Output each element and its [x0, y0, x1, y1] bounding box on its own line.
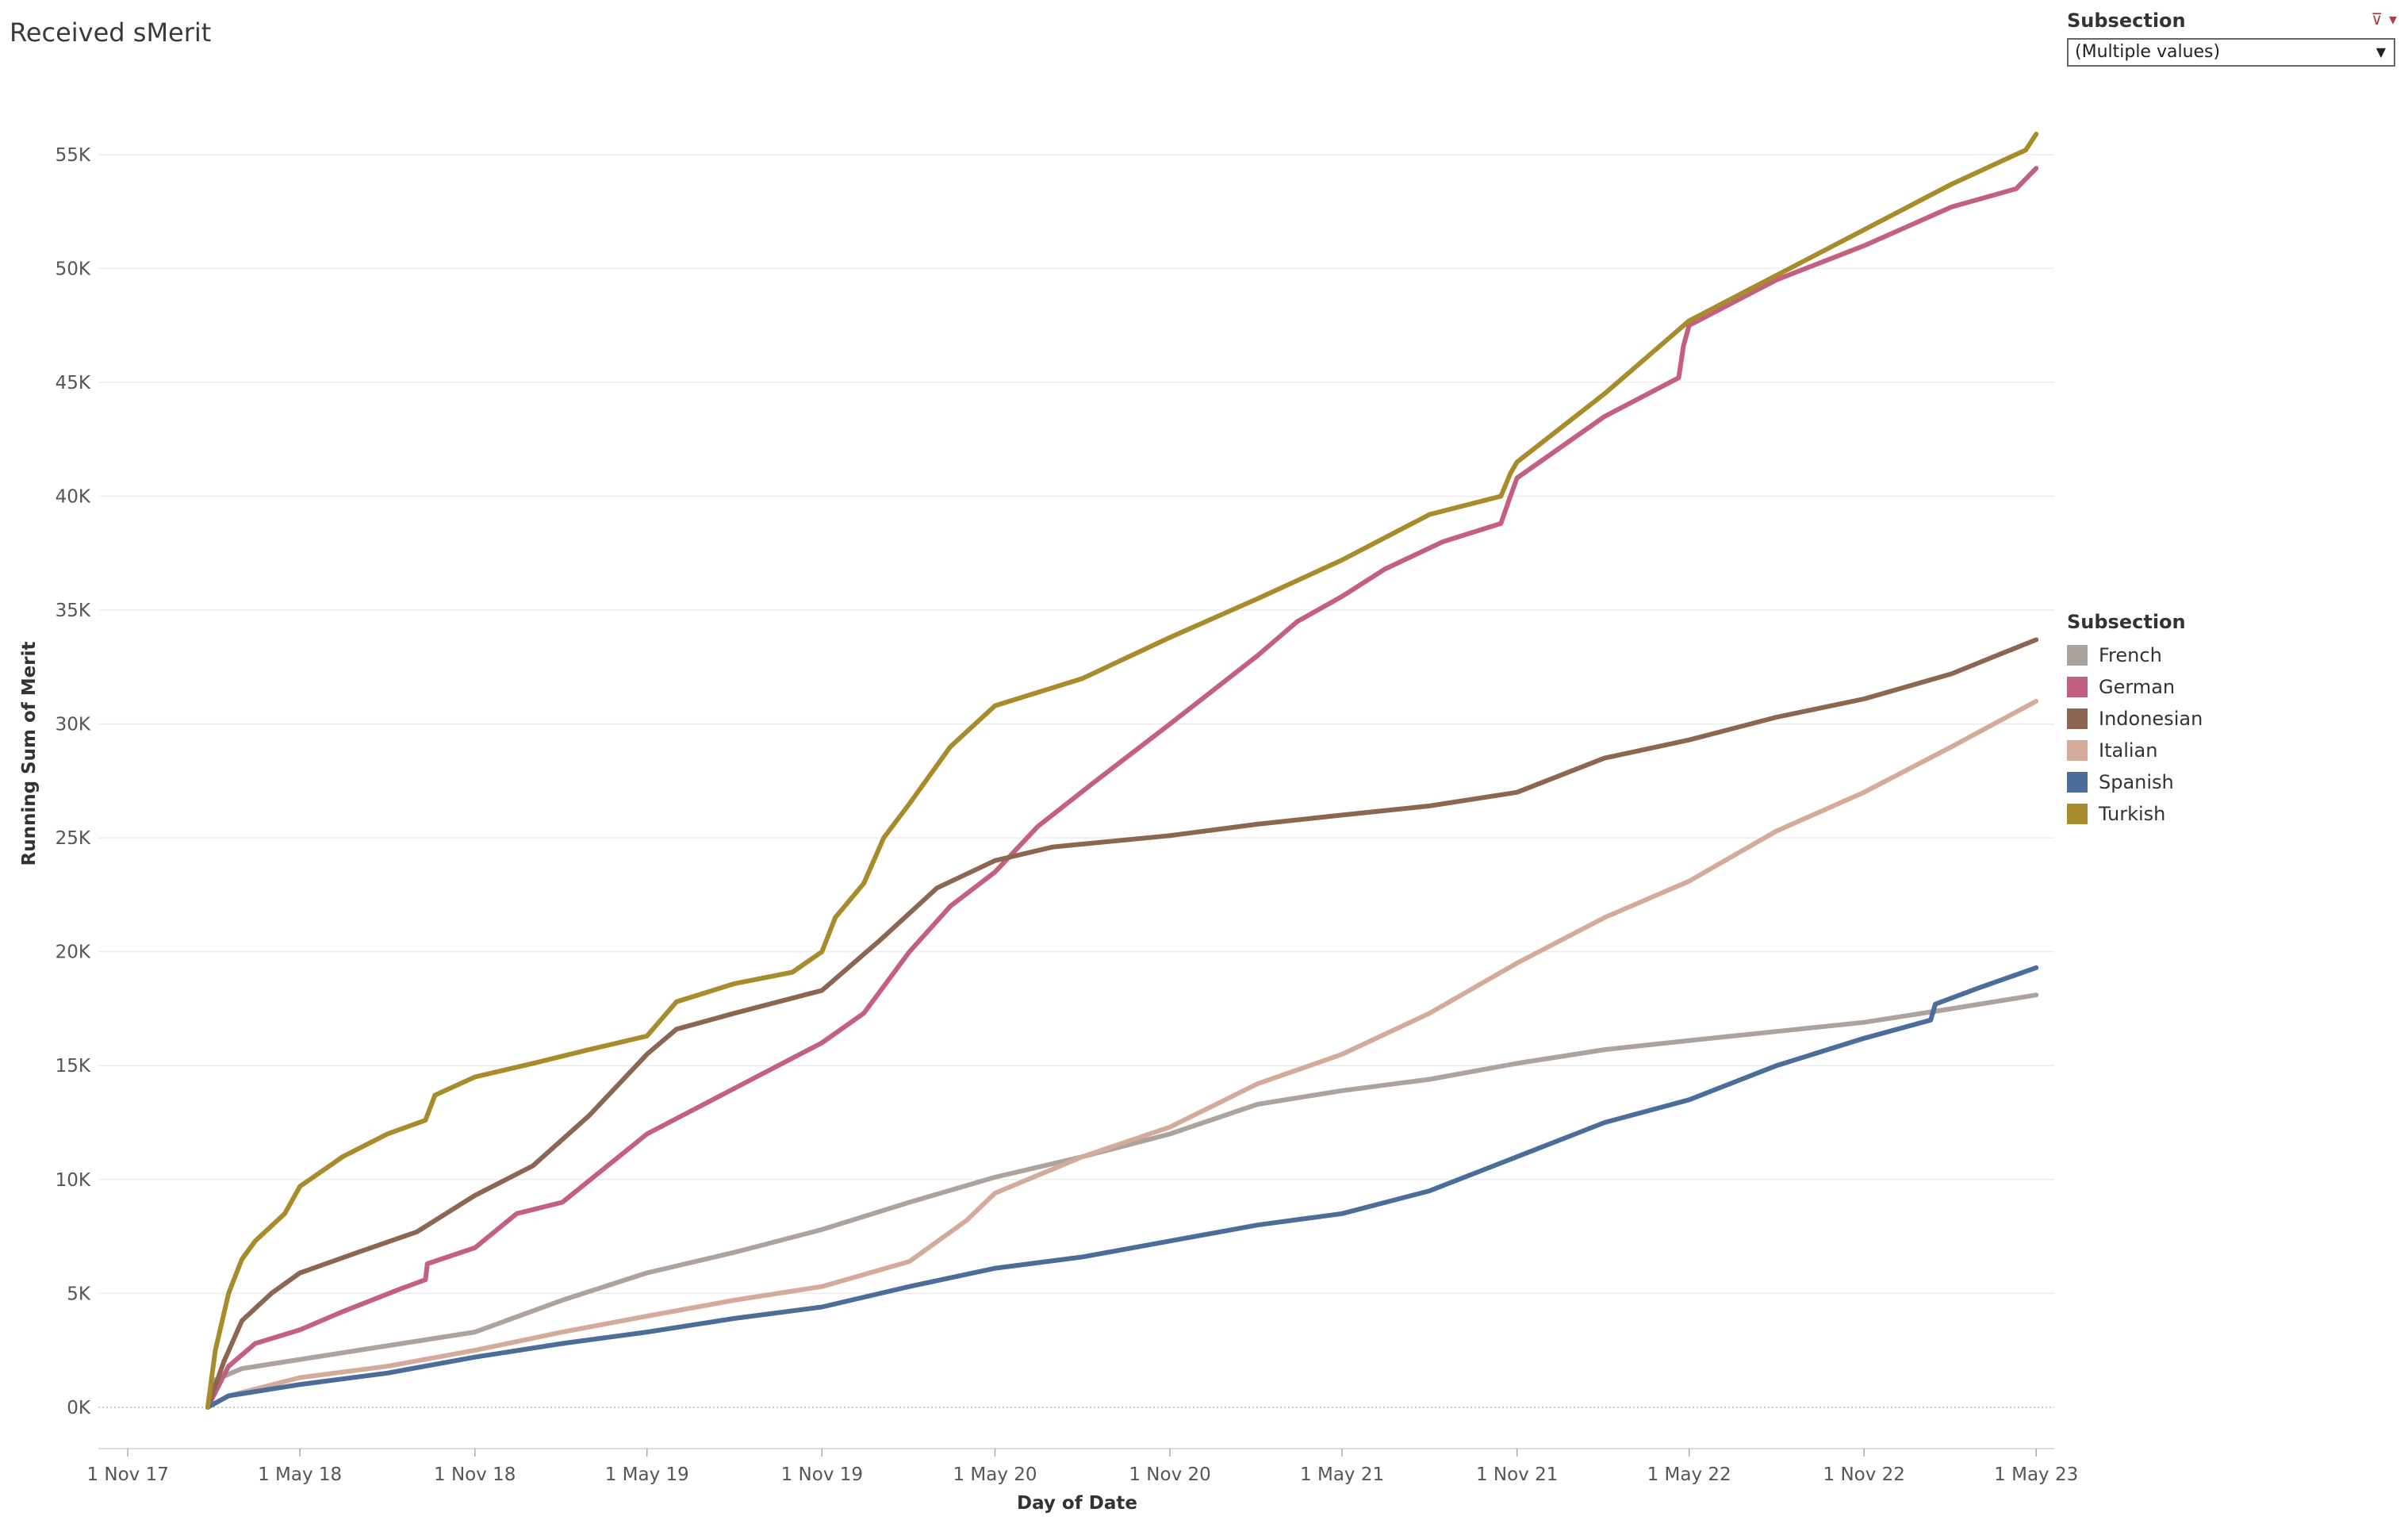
- series-line-italian[interactable]: [205, 698, 2039, 1410]
- y-tick-label: 40K: [56, 486, 91, 507]
- x-axis-ticks: 1 Nov 17 1 May 18 1 Nov 18 1 May 19 1 Nov 19…: [86, 1448, 2078, 1485]
- series-line-turkish[interactable]: [205, 132, 2039, 1410]
- x-tick-label: 1 Nov 22: [1823, 1464, 1905, 1485]
- x-tick-label: 1 May 21: [1300, 1464, 1384, 1485]
- legend-item-turkish[interactable]: Turkish: [2067, 798, 2203, 830]
- legend-swatch: [2067, 740, 2088, 761]
- legend-label: Italian: [2099, 739, 2158, 762]
- x-tick-label: 1 May 19: [605, 1464, 689, 1485]
- y-axis-ticks: 0K 5K 10K 15K 20K 25K 30K 35K 40K 45K 50K 55K: [56, 145, 91, 1418]
- y-tick-label: 25K: [56, 828, 91, 849]
- legend-swatch: [2067, 677, 2088, 697]
- y-tick-label: 55K: [56, 145, 91, 166]
- legend-swatch: [2067, 708, 2088, 729]
- x-tick-label: 1 May 23: [1994, 1464, 2078, 1485]
- series-line-spanish[interactable]: [205, 965, 2039, 1410]
- x-tick-label: 1 May 20: [953, 1464, 1037, 1485]
- legend-item-indonesian[interactable]: Indonesian: [2067, 703, 2203, 735]
- gridlines: [98, 154, 2054, 1408]
- series-line-german[interactable]: [205, 166, 2039, 1410]
- y-tick-label: 15K: [56, 1056, 91, 1077]
- filter-controls[interactable]: ⊽ ▾: [2364, 10, 2397, 29]
- series-line-indonesian[interactable]: [205, 637, 2039, 1410]
- legend-swatch: [2067, 804, 2088, 824]
- filter-label: Subsection: [2067, 10, 2186, 32]
- y-tick-label: 5K: [67, 1284, 91, 1304]
- dropdown-value: (Multiple values): [2075, 42, 2221, 62]
- legend-item-italian[interactable]: Italian: [2067, 735, 2203, 766]
- y-tick-label: 35K: [56, 601, 91, 621]
- x-tick-label: 1 Nov 21: [1476, 1464, 1558, 1485]
- x-tick-label: 1 Nov 17: [86, 1464, 168, 1485]
- legend-item-german[interactable]: German: [2067, 671, 2203, 703]
- legend-swatch: [2067, 772, 2088, 793]
- legend-label: Indonesian: [2099, 708, 2203, 730]
- x-tick-label: 1 May 22: [1647, 1464, 1731, 1485]
- chart-title: Received sMerit: [10, 17, 212, 48]
- y-tick-label: 0K: [67, 1398, 91, 1418]
- subsection-filter: Subsection ⊽ ▾ (Multiple values) ▼: [2067, 8, 2400, 67]
- filter-menu-icon[interactable]: ▾: [2388, 10, 2397, 29]
- y-axis-title: Running Sum of Merit: [19, 641, 40, 866]
- legend: Subsection French German Indonesian Italian…: [2067, 611, 2203, 830]
- x-tick-label: 1 Nov 18: [434, 1464, 516, 1485]
- dropdown-caret-icon: ▼: [2375, 44, 2386, 59]
- y-tick-label: 45K: [56, 373, 91, 393]
- x-axis-title: Day of Date: [1017, 1493, 1137, 1514]
- y-tick-label: 20K: [56, 942, 91, 963]
- y-tick-label: 10K: [56, 1170, 91, 1191]
- legend-label: French: [2099, 644, 2162, 666]
- x-tick-label: 1 Nov 19: [781, 1464, 863, 1485]
- legend-swatch: [2067, 645, 2088, 666]
- legend-item-spanish[interactable]: Spanish: [2067, 766, 2203, 798]
- x-tick-label: 1 Nov 20: [1129, 1464, 1210, 1485]
- legend-label: Turkish: [2099, 803, 2166, 825]
- x-tick-label: 1 May 18: [258, 1464, 342, 1485]
- subsection-dropdown[interactable]: (Multiple values) ▼: [2067, 38, 2395, 67]
- series-lines: [205, 132, 2039, 1410]
- clear-filter-icon[interactable]: ⊽: [2371, 10, 2383, 29]
- legend-label: Spanish: [2099, 771, 2174, 793]
- legend-item-french[interactable]: French: [2067, 639, 2203, 671]
- y-tick-label: 50K: [56, 259, 91, 279]
- legend-label: German: [2099, 676, 2176, 698]
- series-line-french[interactable]: [205, 992, 2039, 1410]
- legend-title: Subsection: [2067, 611, 2186, 633]
- y-tick-label: 30K: [56, 715, 91, 735]
